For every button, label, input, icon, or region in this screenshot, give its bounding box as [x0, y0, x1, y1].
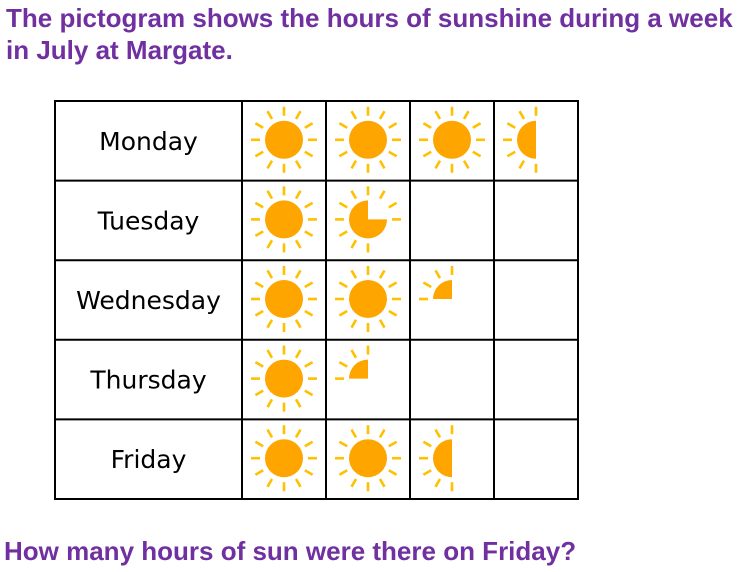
table-grid [54, 100, 579, 500]
sun-icon [251, 425, 317, 492]
row-label-tuesday: Tuesday [97, 206, 200, 235]
sun-icon [503, 106, 538, 173]
sun-icon [419, 266, 454, 301]
row-label-friday: Friday [111, 445, 187, 474]
heading: The pictogram shows the hours of sunshin… [6, 3, 733, 65]
row-label-wednesday: Wednesday [76, 286, 221, 315]
sun-icon [251, 345, 317, 412]
row-label-thursday: Thursday [89, 366, 206, 395]
sun-icon [251, 186, 317, 253]
sun-icon [335, 266, 401, 332]
sun-icon [335, 186, 401, 253]
sun-icon [251, 266, 317, 332]
sun-icon [419, 425, 454, 492]
sun-icon [419, 106, 485, 173]
sun-icon [251, 106, 317, 173]
sun-icon [335, 425, 401, 492]
sun-icon [335, 345, 370, 380]
sun-icon [335, 106, 401, 173]
question: How many hours of sun were there on Frid… [4, 536, 577, 566]
row-label-monday: Monday [99, 127, 198, 156]
